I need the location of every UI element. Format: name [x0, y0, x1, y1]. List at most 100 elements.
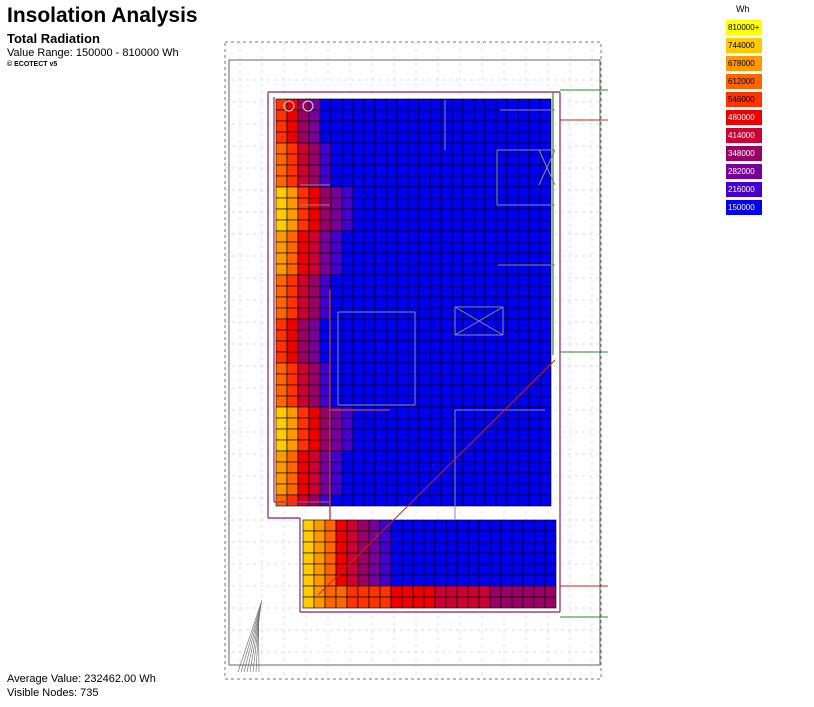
heat-cell — [462, 274, 475, 287]
heat-cell — [451, 208, 464, 221]
heat-cell — [313, 563, 326, 576]
heat-cell — [418, 186, 431, 199]
heat-cell — [484, 175, 497, 188]
heat-cell — [484, 252, 497, 265]
heat-cell — [396, 98, 409, 111]
heat-cell — [500, 596, 513, 609]
heat-cell — [533, 552, 546, 565]
heat-cell — [374, 252, 387, 265]
heat-cell — [434, 596, 447, 609]
heat-cell — [533, 519, 546, 532]
heat-cell — [539, 417, 552, 430]
heat-cell — [423, 563, 436, 576]
heat-cell — [517, 439, 530, 452]
heat-cell — [352, 120, 365, 133]
heat-cell — [462, 461, 475, 474]
heat-cell — [297, 252, 310, 265]
heat-cell — [319, 164, 332, 177]
heat-cell — [462, 296, 475, 309]
heat-cell — [407, 142, 420, 155]
heat-cell — [324, 541, 337, 554]
heat-cell — [429, 351, 442, 364]
heat-cell — [539, 252, 552, 265]
heat-cell — [352, 230, 365, 243]
heat-cell — [440, 164, 453, 177]
heat-cell — [374, 318, 387, 331]
heat-cell — [302, 541, 315, 554]
heat-cell — [401, 519, 414, 532]
heat-cell — [429, 197, 442, 210]
heat-cell — [363, 109, 376, 122]
heat-cell — [407, 131, 420, 144]
heat-cell — [462, 219, 475, 232]
heat-cell — [407, 274, 420, 287]
heat-cell — [352, 417, 365, 430]
heat-cell — [308, 219, 321, 232]
heat-cell — [528, 384, 541, 397]
heat-cell — [319, 208, 332, 221]
heat-cell — [456, 519, 469, 532]
opening-cross — [538, 149, 556, 186]
heat-cell — [286, 131, 299, 144]
heat-cell — [544, 574, 557, 587]
heat-cell — [506, 494, 519, 507]
heat-cell — [506, 428, 519, 441]
heat-cell — [396, 461, 409, 474]
heat-cell — [286, 450, 299, 463]
heat-cell — [308, 274, 321, 287]
heat-cell — [539, 285, 552, 298]
heat-cell — [313, 596, 326, 609]
heat-cell — [506, 296, 519, 309]
heat-cell — [506, 362, 519, 375]
heat-cell — [539, 175, 552, 188]
heat-cell — [528, 417, 541, 430]
heat-cell — [473, 483, 486, 496]
heat-cell — [462, 230, 475, 243]
heat-cell — [539, 142, 552, 155]
heat-cell — [517, 142, 530, 155]
heat-cell — [467, 530, 480, 543]
heat-cell — [462, 351, 475, 364]
heat-cell — [297, 285, 310, 298]
heat-cell — [374, 340, 387, 353]
heat-cell — [407, 461, 420, 474]
heat-cell — [352, 428, 365, 441]
heat-cell — [500, 552, 513, 565]
heat-cell — [308, 318, 321, 331]
heat-cell — [297, 197, 310, 210]
heat-cell — [506, 472, 519, 485]
heat-cell — [517, 153, 530, 166]
heat-cell — [445, 552, 458, 565]
heat-cell — [462, 241, 475, 254]
heat-cell — [506, 285, 519, 298]
heat-cell — [385, 329, 398, 342]
heat-cell — [302, 563, 315, 576]
heat-cell — [412, 530, 425, 543]
heat-cell — [407, 428, 420, 441]
heat-cell — [484, 472, 497, 485]
heat-cell — [363, 285, 376, 298]
heat-cell — [297, 120, 310, 133]
heat-cell — [346, 530, 359, 543]
heat-cell — [396, 417, 409, 430]
heat-cell — [374, 241, 387, 254]
heat-cell — [363, 483, 376, 496]
heat-cell — [484, 98, 497, 111]
heat-cell — [506, 373, 519, 386]
heat-cell — [324, 530, 337, 543]
heat-cell — [313, 574, 326, 587]
heat-cell — [379, 585, 392, 598]
heat-cell — [374, 263, 387, 276]
heat-cell — [418, 373, 431, 386]
heat-cell — [511, 552, 524, 565]
color-legend: 810000+ 744000 678000 612000 546000 480000 414… — [726, 20, 762, 218]
heat-cell — [357, 563, 370, 576]
heat-cell — [302, 552, 315, 565]
heat-cell — [484, 384, 497, 397]
heat-cell — [396, 131, 409, 144]
heat-cell — [412, 541, 425, 554]
heat-cell — [341, 285, 354, 298]
heat-cell — [495, 362, 508, 375]
heat-cell — [462, 120, 475, 133]
heat-cell — [539, 296, 552, 309]
